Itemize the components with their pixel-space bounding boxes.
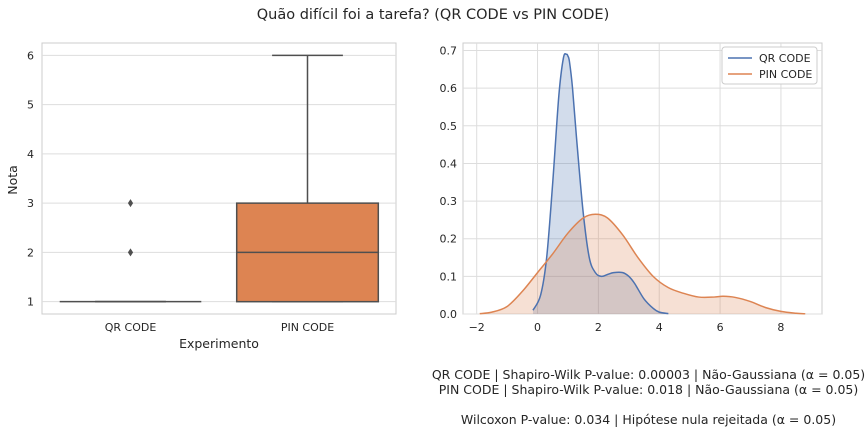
kde-y-tick-label: 0.0 [440, 308, 458, 321]
boxplot-y-tick-label: 4 [27, 148, 34, 161]
kde-x-tick-label: 2 [595, 321, 602, 334]
boxplot-panel: 1 2 3 4 5 6 QR CODE PIN CODE Experimento Nota [5, 42, 397, 351]
boxplot-x-tick-label: QR CODE [105, 321, 157, 334]
kde-y-tick-label: 0.6 [440, 82, 458, 95]
boxplot-y-tick-label: 3 [27, 197, 34, 210]
kde-x-tick-label: 4 [656, 321, 663, 334]
wilcoxon-annotation: Wilcoxon P-value: 0.034 | Hipótese nula … [460, 412, 837, 427]
boxplot-y-tick-label: 6 [27, 49, 34, 62]
outlier-marker [127, 248, 134, 257]
boxplot-ylabel: Nota [5, 165, 20, 195]
kde-y-tick-label: 0.5 [440, 120, 458, 133]
boxplot-marks [59, 54, 380, 303]
kde-y-ticks: 0.0 0.1 0.2 0.3 0.4 0.5 0.6 0.7 [440, 45, 458, 321]
kde-marks [479, 52, 806, 315]
outlier-marker [127, 199, 134, 208]
kde-area-fill [532, 53, 669, 314]
boxplot-x-ticks: QR CODE PIN CODE [105, 321, 335, 334]
kde-x-tick-label: 6 [717, 321, 724, 334]
kde-line [532, 52, 669, 315]
boxplot-x-tick-label: PIN CODE [281, 321, 334, 334]
shapiro-qr-annotation: QR CODE | Shapiro-Wilk P-value: 0.00003 … [431, 367, 866, 382]
boxplot-frame [41, 42, 397, 315]
legend-label: PIN CODE [759, 68, 812, 81]
kde-y-tick-label: 0.1 [440, 270, 458, 283]
kde-panel: 0.0 0.1 0.2 0.3 0.4 0.5 0.6 0.7 −2 0 2 4 6 8 QR CODE… [440, 42, 823, 334]
boxplot-xlabel: Experimento [179, 336, 259, 351]
kde-legend: QR CODE PIN CODE [721, 46, 818, 85]
kde-y-tick-label: 0.7 [440, 45, 458, 58]
kde-x-tick-label: −2 [469, 321, 485, 334]
kde-y-tick-label: 0.3 [440, 195, 458, 208]
boxplot-y-ticks: 1 2 3 4 5 6 [27, 49, 34, 308]
suptitle: Quão difícil foi a tarefa? (QR CODE vs P… [257, 7, 609, 23]
kde-y-tick-label: 0.4 [440, 157, 458, 170]
kde-gridlines [463, 43, 822, 315]
boxplot-y-tick-label: 5 [27, 99, 34, 112]
shapiro-pin-annotation: PIN CODE | Shapiro-Wilk P-value: 0.018 |… [438, 382, 859, 397]
kde-x-tick-label: 0 [534, 321, 541, 334]
kde-y-tick-label: 0.2 [440, 233, 458, 246]
boxplot-y-tick-label: 1 [27, 296, 34, 309]
legend-label: QR CODE [759, 52, 811, 65]
boxplot-y-tick-label: 2 [27, 246, 34, 259]
kde-x-tick-label: 8 [777, 321, 784, 334]
kde-x-ticks: −2 0 2 4 6 8 [469, 321, 785, 334]
kde-line [479, 213, 806, 315]
